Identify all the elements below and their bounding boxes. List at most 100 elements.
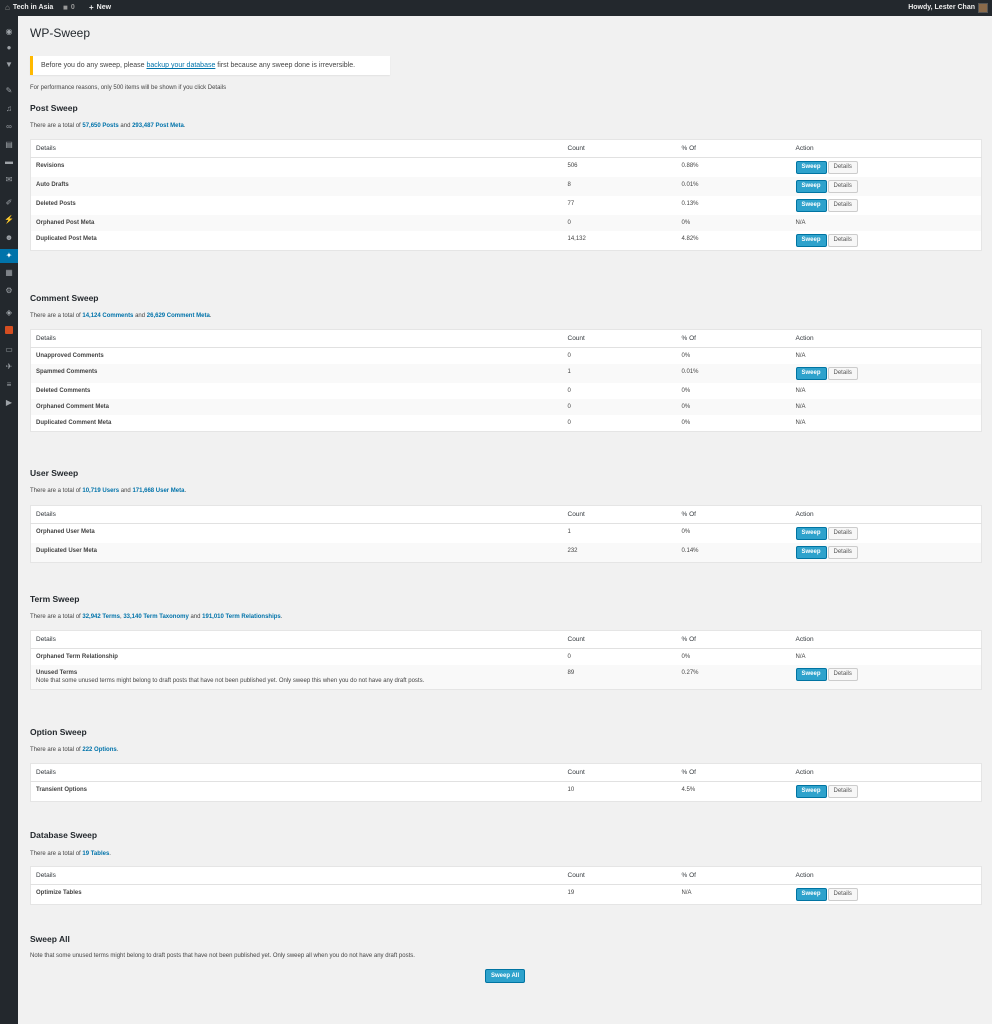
row-name-cell: Unused Terms Note that some unused terms … [30,665,563,690]
mail-icon[interactable]: ▭ [5,345,13,354]
percent-cell: 0% [681,388,691,394]
term-sweep-desc: There are a total of 32,942 Terms, 33,14… [30,614,282,620]
users-icon[interactable]: ☻ [4,233,14,242]
row-name-cell: Transient Options [31,782,563,802]
details-button[interactable]: Details [827,199,858,212]
options-total-link[interactable]: 222 Options [82,747,117,753]
details-button[interactable]: Details [827,234,858,247]
details-button[interactable]: Details [827,888,858,901]
details-button[interactable]: Details [827,785,858,798]
count-cell: 0 [567,654,571,660]
details-button[interactable]: Details [827,180,858,193]
settings-icon[interactable]: ▦ [5,268,13,277]
my-account-link[interactable]: Howdy, Lester Chan [908,0,988,16]
gear-icon[interactable]: ⚙ [5,286,13,295]
backup-database-link[interactable]: backup your database [146,62,216,69]
shield-icon[interactable]: ◈ [5,308,13,317]
pages-icon[interactable]: ▤ [5,140,13,149]
appearance-icon[interactable]: ✐ [5,198,13,207]
stats-icon[interactable]: ▼ [5,60,13,69]
sweep-button[interactable]: Sweep [795,161,827,174]
term-taxonomy-total-link[interactable]: 33,140 Term Taxonomy [123,614,189,620]
table-row: Unapproved Comments 0 0% N/A [31,348,982,365]
plugins-icon[interactable]: ⚡ [4,215,14,224]
brand-icon[interactable] [4,326,14,336]
table-row: Spammed Comments 1 0.01% Sweep Details [30,364,982,383]
links-icon[interactable]: ∞ [6,122,12,131]
account-greeting: Howdy, Lester Chan [908,4,975,11]
count-cell: 506 [567,163,578,169]
jetpack-icon[interactable]: ● [6,43,12,52]
details-button[interactable]: Details [827,527,858,540]
posts-total-link[interactable]: 57,650 Posts [82,123,119,129]
sweep-button[interactable]: Sweep [795,785,827,798]
media-icon[interactable]: ♫ [6,104,12,113]
column-header-action: Action [790,866,982,885]
comments-icon[interactable]: ▬ [5,157,13,166]
action-cell: N/A [790,215,982,231]
details-button[interactable]: Details [827,668,858,681]
sweep-all-button[interactable]: Sweep All [485,969,526,983]
play-icon[interactable]: ▶ [5,398,13,407]
desc-text: , [119,614,124,620]
list-icon[interactable]: ≡ [6,380,12,389]
sweep-button[interactable]: Sweep [795,888,827,901]
new-label: New [96,4,112,11]
desc-text: and [188,614,203,620]
gallery-icon[interactable]: ✈ [5,362,13,371]
comments-link[interactable]: ■ 0 [63,0,75,16]
sweep-button[interactable]: Sweep [795,199,827,212]
count-cell: 0 [567,420,571,426]
comment-sweep-title: Comment Sweep [30,293,99,303]
backup-notice: Before you do any sweep, please backup y… [30,56,390,75]
post-meta-total-link[interactable]: 293,487 Post Meta [132,123,184,129]
tables-total-link[interactable]: 19 Tables [82,851,110,857]
row-name-cell: Orphaned User Meta [31,524,563,544]
not-applicable-label: N/A [795,220,806,226]
sweep-button[interactable]: Sweep [795,546,827,559]
comments-total-link[interactable]: 14,124 Comments [82,313,134,319]
row-name-cell: Duplicated Post Meta [31,231,563,251]
sweep-button[interactable]: Sweep [795,668,827,681]
desc-text: There are a total of [30,488,83,494]
user-meta-total-link[interactable]: 171,668 User Meta [132,488,185,494]
feedback-icon[interactable]: ✉ [5,175,13,184]
column-header-action: Action [790,329,982,348]
new-content-link[interactable]: + New [89,0,111,16]
users-total-link[interactable]: 10,719 Users [82,488,120,494]
site-name-link[interactable]: ⌂ Tech in Asia [5,0,53,16]
posts-icon[interactable]: ✎ [5,86,13,95]
row-name-cell: Orphaned Post Meta [30,215,563,231]
sweep-button[interactable]: Sweep [795,180,827,193]
page-title: WP-Sweep [30,26,91,40]
tools-icon[interactable]: ✦ [0,249,18,263]
column-header-percent: % Of [676,139,791,158]
percent-cell: 4.5% [681,787,696,793]
row-name-cell: Deleted Posts [31,196,563,215]
row-name: Orphaned User Meta [36,529,95,535]
not-applicable-label: N/A [795,353,806,359]
column-header-details: Details [30,630,563,649]
desc-text: . [183,123,186,129]
sweep-button[interactable]: Sweep [795,527,827,540]
dashboard-icon[interactable]: ◉ [5,27,13,36]
terms-total-link[interactable]: 32,942 Terms [82,614,120,620]
comment-sweep-desc: There are a total of 14,124 Comments and… [30,313,211,319]
database-sweep-table: Details Count% Of Action Optimize Tables 19 N… [30,866,982,905]
row-name: Duplicated Post Meta [36,236,97,242]
table-row: Orphaned Comment Meta 0 0% N/A [30,399,982,415]
details-button[interactable]: Details [827,367,858,380]
table-row: Revisions 506 0.88% Sweep Details [31,158,982,178]
column-header-percent: % Of [676,866,791,885]
desc-text: There are a total of [30,747,83,753]
sweep-button[interactable]: Sweep [795,234,827,247]
sweep-button[interactable]: Sweep [795,367,827,380]
desc-text: and [133,313,147,319]
term-relationships-total-link[interactable]: 191,010 Term Relationships [202,614,281,620]
table-header-row: Details Count% Of Action [30,139,982,158]
database-sweep-desc: There are a total of 19 Tables. [30,851,111,857]
desc-text: . [109,851,111,857]
details-button[interactable]: Details [827,161,858,174]
comment-meta-total-link[interactable]: 26,629 Comment Meta [146,313,210,319]
details-button[interactable]: Details [827,546,858,559]
